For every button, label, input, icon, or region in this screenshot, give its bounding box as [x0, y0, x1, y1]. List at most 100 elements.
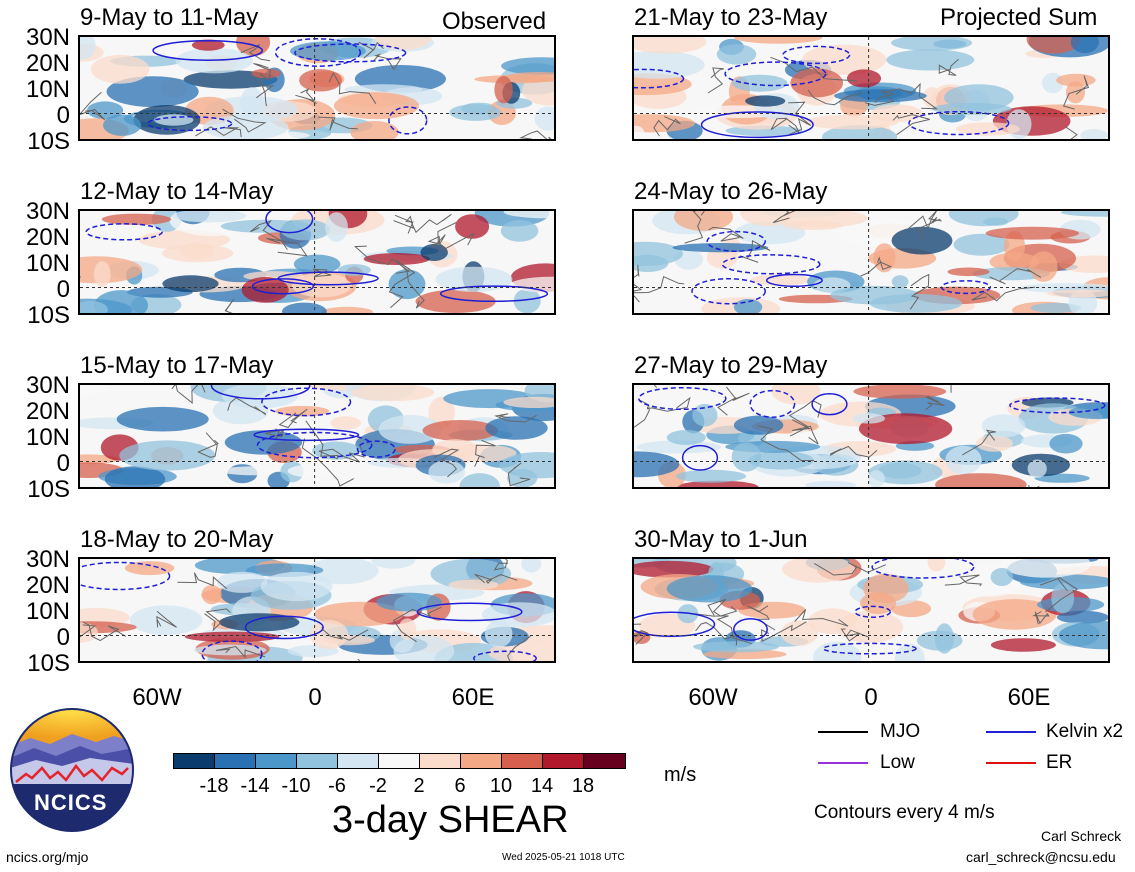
legend-low-label: Low — [880, 752, 915, 773]
shear-anomaly-blob — [494, 76, 513, 104]
shear-anomaly-blob — [1026, 37, 1082, 54]
shear-field — [634, 385, 1108, 487]
kelvin-contour — [80, 561, 171, 591]
shear-anomaly-blob — [1000, 559, 1092, 578]
coastline — [215, 645, 266, 659]
coastline — [915, 216, 941, 241]
kelvin-contour — [634, 611, 716, 638]
shear-anomaly-blob — [1019, 574, 1108, 590]
coastline — [519, 130, 552, 139]
shear-anomaly-blob — [868, 470, 885, 487]
shear-anomaly-blob — [732, 74, 788, 92]
legend-mjo-line — [818, 731, 868, 733]
shear-anomaly-blob — [503, 211, 554, 219]
kelvin-contour — [765, 273, 823, 288]
coastline — [770, 117, 801, 134]
shear-anomaly-blob — [435, 266, 513, 292]
colorbar-tick: -10 — [281, 775, 311, 797]
kelvin-contour — [416, 602, 523, 622]
footer-email: carl_schreck@ncsu.edu — [966, 849, 1116, 865]
coastline — [647, 396, 691, 412]
lat-label-0: 0 — [56, 102, 70, 129]
shear-anomaly-blob — [782, 559, 856, 583]
coastline — [253, 63, 271, 82]
colorbar-tick: -14 — [240, 775, 270, 797]
lat-label-20n: 20N — [25, 50, 70, 77]
kelvin-contour — [473, 650, 537, 661]
coastline — [1028, 484, 1040, 487]
coastline — [250, 220, 288, 250]
shear-anomaly-blob — [780, 620, 819, 646]
shear-anomaly-blob — [985, 226, 1079, 240]
coastline — [829, 445, 878, 458]
colorbar-cell-2 — [214, 753, 256, 769]
kelvin-contour — [749, 389, 796, 418]
kelvin-contour — [261, 387, 352, 417]
shear-anomaly-blob — [93, 261, 111, 288]
lat-label-10s: 10S — [27, 650, 70, 677]
panel-title-right-4: 30-May to 1-Jun — [634, 526, 808, 553]
colorbar-cell-5 — [337, 753, 379, 769]
shear-anomaly-blob — [193, 644, 267, 656]
kelvin-contour — [294, 43, 407, 63]
coastline — [295, 88, 317, 104]
kelvin-contour — [822, 642, 917, 655]
shear-anomaly-blob — [666, 575, 753, 603]
shear-anomaly-blob — [868, 460, 943, 485]
kelvin-contour — [721, 254, 821, 275]
shear-anomaly-blob — [989, 252, 1040, 272]
coastline — [772, 211, 796, 224]
shear-anomaly-blob — [119, 440, 216, 471]
shear-anomaly-blob — [103, 114, 142, 136]
footer-url: ncics.org/mjo — [6, 849, 89, 865]
shear-anomaly-blob — [891, 226, 953, 255]
shear-map-right-1 — [632, 35, 1110, 141]
shear-anomaly-blob — [804, 114, 898, 130]
kelvin-contour — [146, 116, 233, 132]
shear-anomaly-blob — [634, 114, 696, 133]
coastline — [909, 273, 930, 310]
shear-anomaly-blob — [129, 605, 203, 635]
coastline — [739, 239, 771, 263]
logo-text: NCICS — [34, 790, 108, 815]
shear-anomaly-blob — [500, 220, 539, 242]
colorbar-cell-7 — [419, 753, 461, 769]
shear-anomaly-blob — [944, 84, 1014, 111]
shear-anomaly-blob — [634, 254, 669, 272]
kelvin-contour — [871, 559, 975, 579]
shear-anomaly-blob — [314, 601, 404, 627]
shear-anomaly-blob — [886, 49, 975, 71]
colorbar-cell-11 — [583, 753, 626, 769]
lat-label-30n: 30N — [25, 24, 70, 51]
kelvin-contour — [782, 45, 851, 65]
coastline — [395, 260, 425, 309]
panel-title-left-1: 9-May to 11-May — [80, 4, 259, 31]
shear-anomaly-blob — [216, 571, 268, 593]
kelvin-contour — [253, 428, 360, 442]
lat-label-0: 0 — [56, 624, 70, 651]
coastline — [788, 101, 812, 136]
colorbar-tick: 14 — [530, 775, 554, 797]
coastline — [301, 438, 355, 487]
coastline — [177, 572, 228, 590]
shear-anomaly-blob — [87, 101, 124, 120]
shear-anomaly-blob — [634, 125, 645, 139]
coastline — [393, 215, 414, 234]
shear-anomaly-blob — [221, 385, 298, 409]
shear-anomaly-blob — [677, 480, 759, 487]
shear-anomaly-blob — [521, 559, 542, 573]
coastline — [707, 67, 724, 94]
shear-anomaly-blob — [1056, 610, 1108, 624]
shear-anomaly-blob — [1058, 621, 1108, 650]
shear-anomaly-blob — [948, 211, 1019, 227]
coastline — [807, 89, 863, 106]
kelvin-contour — [1009, 397, 1106, 414]
shear-anomaly-blob — [333, 92, 420, 120]
coastline — [791, 419, 819, 445]
panel-title-right-3: 27-May to 29-May — [634, 352, 828, 379]
coastline — [814, 561, 886, 576]
colorbar-cell-3 — [255, 753, 297, 769]
coastline — [507, 462, 531, 487]
lat-label-0: 0 — [56, 276, 70, 303]
shear-anomaly-blob — [534, 106, 554, 131]
